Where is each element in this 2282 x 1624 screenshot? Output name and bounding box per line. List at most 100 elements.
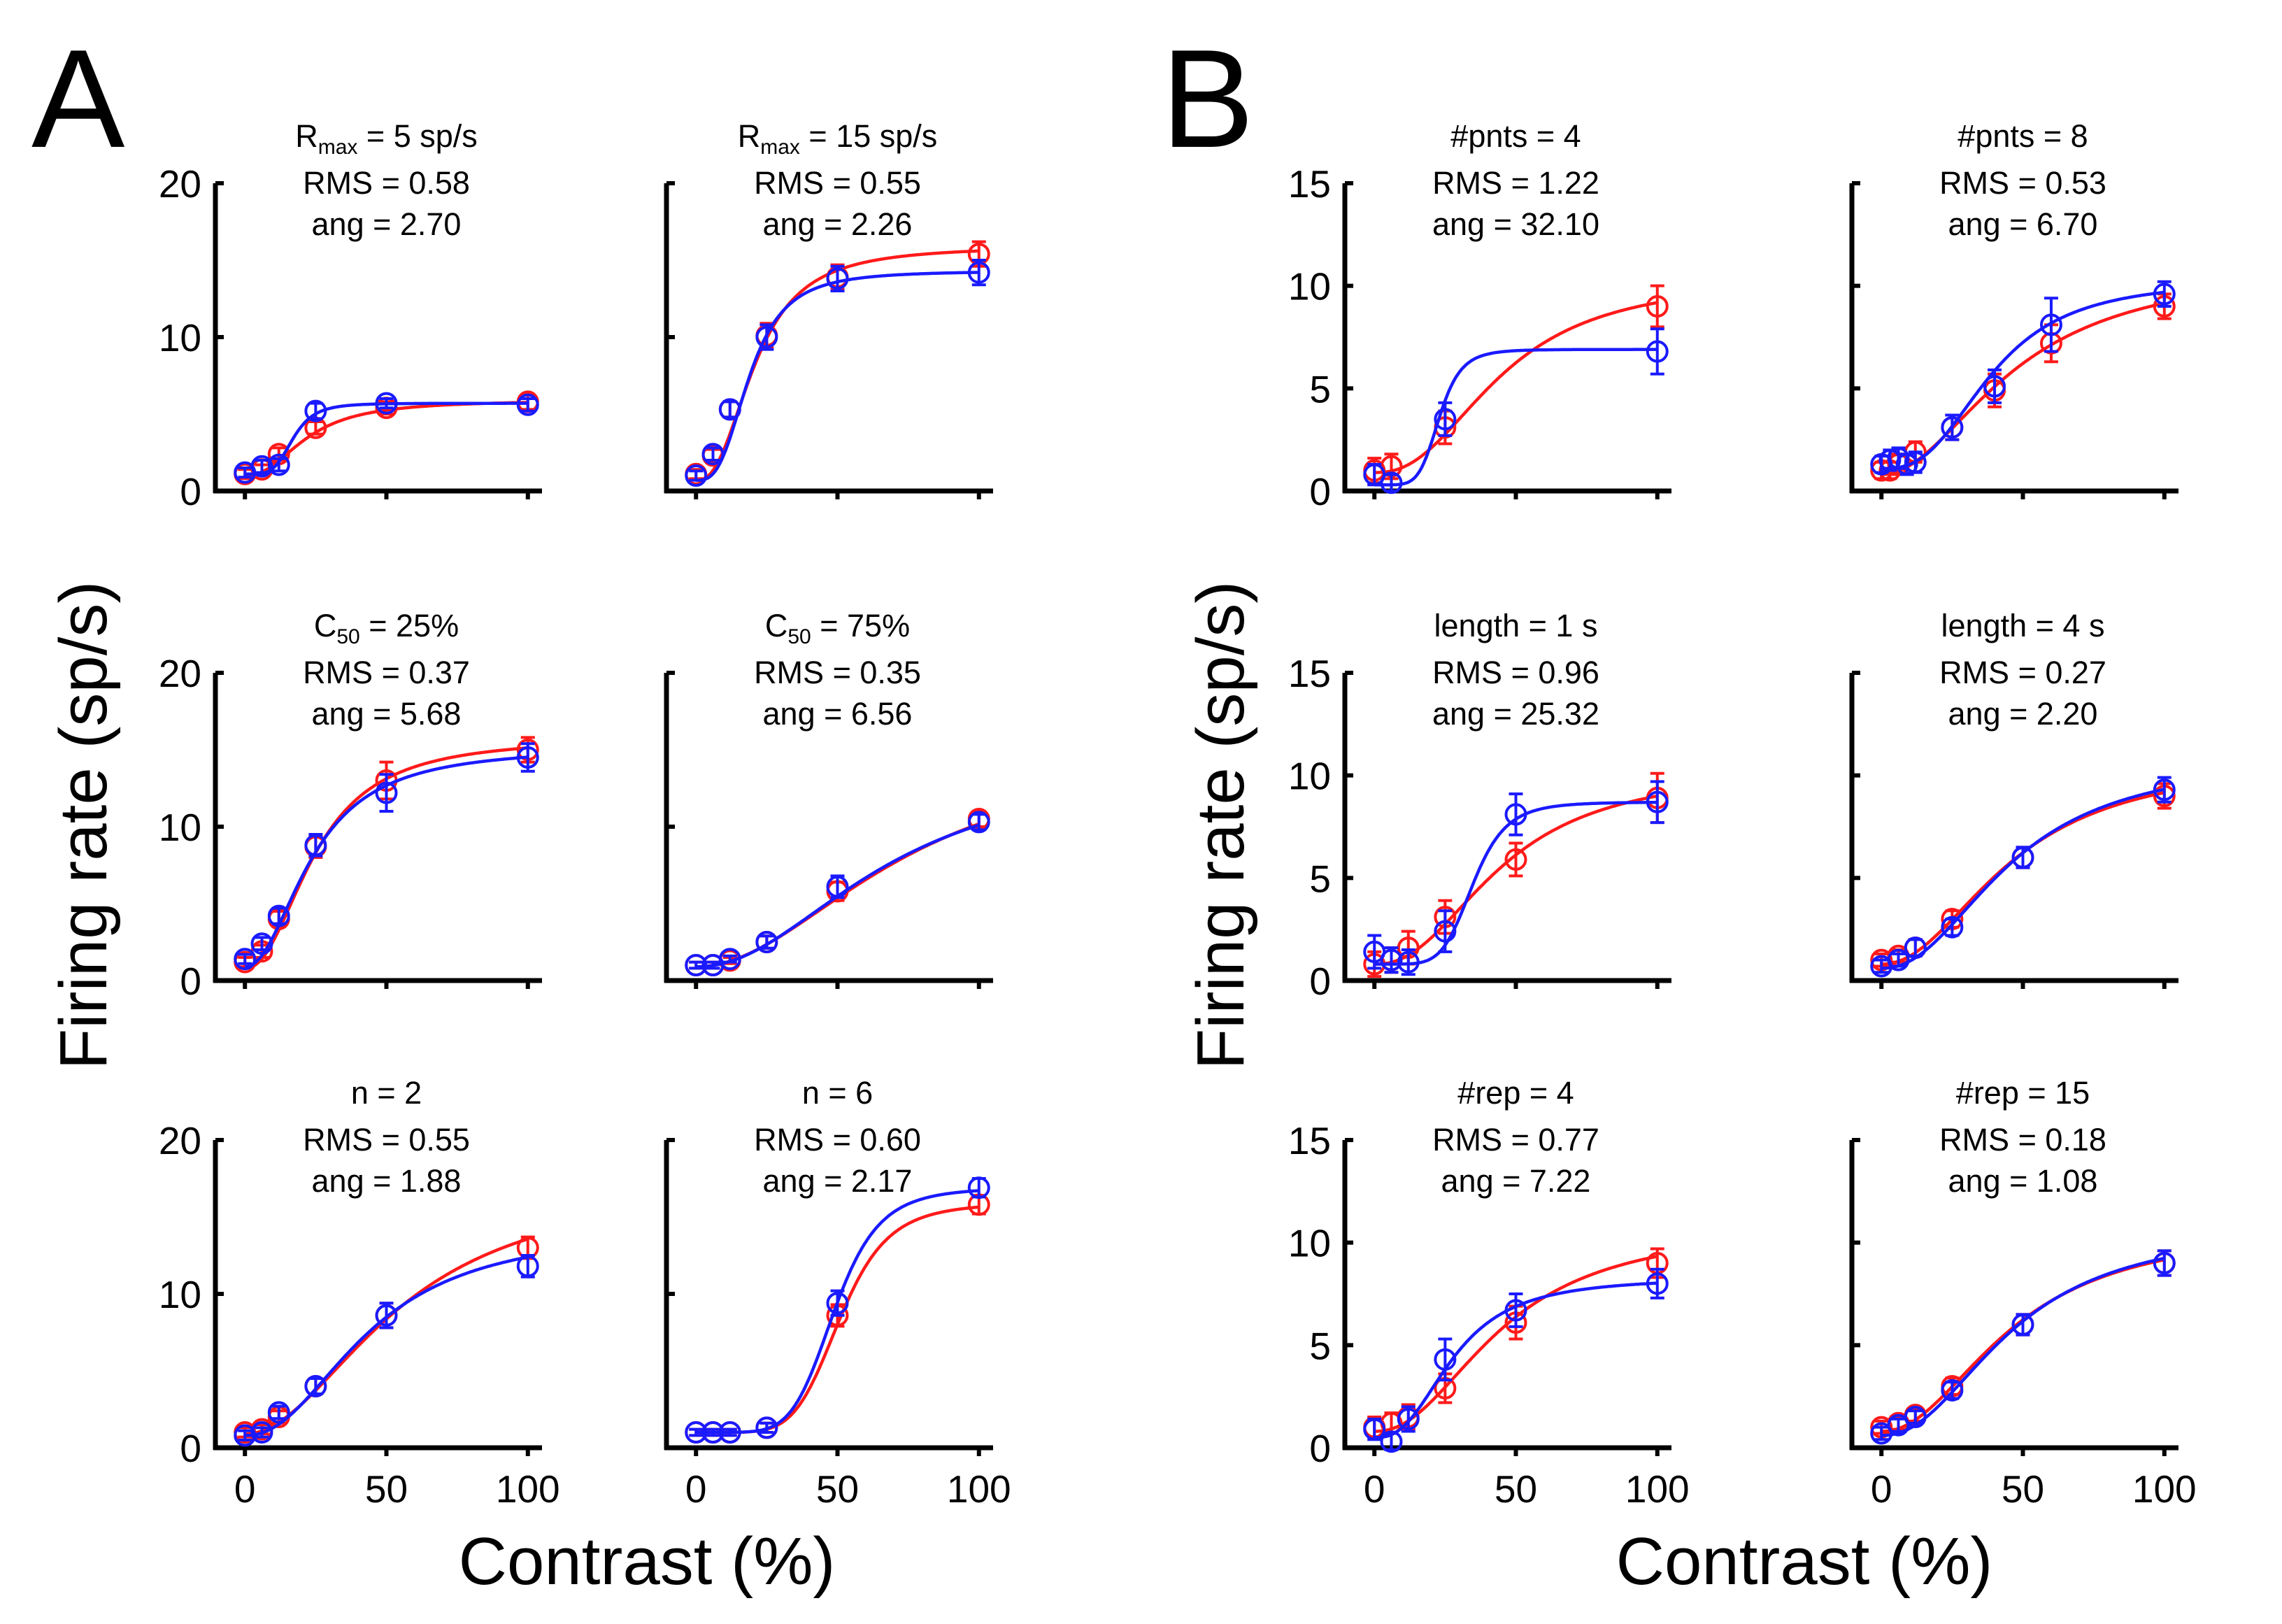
y-tick-label: 20 [159, 162, 201, 206]
data-point-blue [1434, 1348, 1457, 1371]
data-point-blue [375, 781, 398, 804]
x-tick-label: 50 [1495, 1467, 1537, 1511]
title-main: n = 2 [351, 1075, 422, 1111]
rms-label: RMS = 0.60 [754, 1122, 921, 1158]
x-axis-label-b: Contrast (%) [1616, 1524, 1993, 1599]
subplot-title: #rep = 4 [1457, 1075, 1574, 1111]
data-point-blue [516, 746, 539, 769]
rms-label: RMS = 0.37 [303, 655, 470, 690]
data-point-blue [267, 453, 290, 476]
data-point-blue [1941, 1379, 1964, 1402]
data-point-blue [250, 1421, 273, 1444]
rms-label: RMS = 0.27 [1939, 655, 2106, 690]
data-point-blue [826, 267, 849, 290]
data-point-blue [755, 931, 778, 953]
data-point-blue [2011, 846, 2034, 869]
series-red [1870, 1249, 2176, 1439]
data-point-blue [701, 443, 725, 466]
rms-label: RMS = 0.53 [1939, 165, 2106, 201]
data-point-red [1646, 295, 1669, 318]
x-axis-label-a: Contrast (%) [459, 1524, 836, 1599]
data-point-blue [304, 399, 327, 422]
angle-label: ang = 6.56 [763, 696, 913, 732]
series-blue [1870, 280, 2176, 476]
y-tick-label: 5 [1309, 367, 1331, 411]
data-point-blue [685, 954, 708, 976]
data-point-blue [1397, 950, 1420, 974]
subplot-A1: Rmax = 5 sp/s RMS = 0.58 ang = 2.70 0 10 20 [159, 118, 542, 513]
series-blue [234, 392, 539, 484]
data-point-blue [967, 1176, 990, 1199]
title-main: #rep = 15 [1956, 1075, 2090, 1111]
data-point-blue [234, 948, 257, 971]
y-tick-label: 0 [180, 960, 201, 1003]
title-main: length = 1 s [1434, 608, 1598, 643]
title-rest: = 5 sp/s [357, 118, 477, 154]
fit-curve-blue [1881, 290, 2165, 470]
y-tick-label: 5 [1309, 1324, 1331, 1367]
data-point-blue [1380, 471, 1403, 494]
data-point-blue [1941, 416, 1964, 439]
angle-label: ang = 2.20 [1948, 696, 2098, 732]
title-main: #pnts = 4 [1450, 118, 1581, 154]
subplot-title: C50 = 25% [314, 608, 459, 648]
series-blue [1363, 1267, 1669, 1453]
y-tick-label: 0 [180, 470, 201, 513]
y-tick-label: 0 [1309, 470, 1331, 513]
data-point-blue [1434, 408, 1457, 431]
y-tick-label: 10 [1288, 265, 1331, 308]
y-tick-label: 0 [1309, 1427, 1331, 1470]
title-subscript: max [318, 136, 358, 159]
rms-label: RMS = 0.55 [754, 165, 921, 201]
data-point-blue [1380, 1430, 1403, 1453]
data-point-blue [516, 1255, 539, 1278]
angle-label: ang = 1.08 [1948, 1163, 2098, 1199]
subplot-title: length = 4 s [1941, 608, 2105, 643]
y-tick-label: 10 [159, 1273, 201, 1316]
subplot-title: n = 2 [351, 1075, 422, 1111]
series-red [234, 736, 539, 974]
rms-label: RMS = 1.22 [1432, 165, 1599, 201]
y-tick-label: 10 [1288, 755, 1331, 798]
data-point-blue [755, 1416, 778, 1439]
y-axis-label-a: Firing rate (sp/s) [46, 581, 121, 1070]
data-point-blue [1504, 803, 1527, 826]
title-main: #rep = 4 [1457, 1075, 1574, 1111]
rms-label: RMS = 0.58 [303, 165, 470, 201]
subplot-B6: #rep = 15 RMS = 0.18 ang = 1.08 0 50 100 [1849, 1075, 2197, 1511]
x-tick-label: 100 [2132, 1467, 2197, 1511]
rms-label: RMS = 0.55 [303, 1122, 470, 1158]
subplot-B3: length = 1 s RMS = 0.96 ang = 25.32 0 5 10 15 [1288, 608, 1671, 1003]
subplot-title: n = 6 [802, 1075, 873, 1111]
subplot-A4: C50 = 75% RMS = 0.35 ang = 6.56 [664, 608, 993, 989]
angle-label: ang = 32.10 [1432, 206, 1599, 242]
y-tick-label: 20 [159, 1119, 201, 1162]
y-tick-label: 15 [1288, 1119, 1331, 1162]
y-tick-label: 5 [1309, 857, 1331, 900]
subplot-A5: n = 2 RMS = 0.55 ang = 1.88 0 10 20 0 50 100 [159, 1075, 560, 1511]
subplot-A6: n = 6 RMS = 0.60 ang = 2.17 0 50 100 [664, 1075, 1011, 1511]
fit-curve-red [1374, 301, 1658, 474]
title-main: #pnts = 8 [1957, 118, 2088, 154]
data-point-blue [826, 1292, 849, 1315]
subplot-B2: #pnts = 8 RMS = 0.53 ang = 6.70 [1849, 118, 2178, 499]
series-blue [1363, 780, 1669, 976]
y-tick-label: 10 [159, 806, 201, 849]
series-blue [234, 742, 539, 971]
data-point-blue [1504, 1299, 1527, 1322]
data-point-blue [267, 1401, 290, 1424]
data-point-red [1504, 848, 1527, 871]
y-tick-label: 0 [180, 1427, 201, 1470]
subplot-A3: C50 = 25% RMS = 0.37 ang = 5.68 0 10 20 [159, 608, 542, 1003]
data-point-blue [685, 1421, 708, 1444]
rms-label: RMS = 0.18 [1939, 1122, 2106, 1158]
series-blue [685, 1176, 990, 1444]
data-point-blue [755, 326, 778, 348]
data-point-blue [718, 1421, 741, 1444]
data-point-blue [2153, 778, 2176, 802]
data-point-blue [1646, 1272, 1669, 1295]
series-blue [234, 1254, 539, 1447]
title-rest: = 75% [811, 608, 910, 643]
series-red [234, 1235, 539, 1444]
